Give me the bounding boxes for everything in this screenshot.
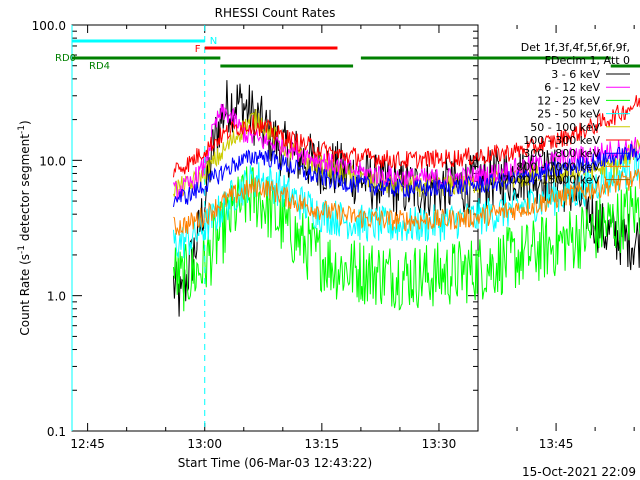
chart-title: RHESSI Count Rates <box>215 6 336 20</box>
legend-label: 12 - 25 keV <box>537 94 600 107</box>
legend-label: 100 - 300 keV <box>523 134 600 147</box>
rd0-label: RD0 <box>55 53 76 64</box>
y-tick-label: 0.1 <box>47 425 66 439</box>
legend-label: 25 - 50 keV <box>537 108 600 121</box>
series-line-5 <box>173 95 640 178</box>
rd4-label: RD4 <box>89 61 110 72</box>
series-line-2 <box>173 166 640 312</box>
x-tick-label: 13:15 <box>305 437 340 451</box>
y-tick-label: 1.0 <box>47 290 66 304</box>
legend-label: 800 - 7000 keV <box>516 160 600 173</box>
legend-label: 300 - 800 keV <box>523 147 600 160</box>
y-tick-label: 10.0 <box>39 154 66 168</box>
footer-timestamp: 15-Oct-2021 22:09 <box>522 465 636 479</box>
series-line-6 <box>173 143 640 207</box>
x-tick-label: 13:30 <box>422 437 457 451</box>
x-tick-label: 13:00 <box>187 437 222 451</box>
x-axis-label: Start Time (06-Mar-03 12:43:22) <box>178 456 372 470</box>
series-layer <box>173 80 640 317</box>
flare-label: F <box>195 44 201 55</box>
legend-label: 6 - 12 keV <box>544 81 600 94</box>
x-tick-label: 12:45 <box>70 437 105 451</box>
series-line-7 <box>173 168 640 236</box>
legend: Det 1f,3f,4f,5f,6f,9f, FDecim 1, Att 0 3… <box>502 41 630 187</box>
legend-label: 7000 - 15000 keV <box>502 174 600 187</box>
y-axis-label: Count Rate (s-1 detector segment-1) <box>17 120 32 335</box>
annotation-layer: NF RD0 RD4 <box>55 25 640 431</box>
x-tick-label: 13:45 <box>539 437 574 451</box>
legend-header-1: Det 1f,3f,4f,5f,6f,9f, <box>521 41 630 54</box>
attenuator-label: N <box>210 36 217 47</box>
axis-ticks: 12:4513:0013:1513:3013:4514:0014:150.11.… <box>32 19 635 451</box>
legend-label: 3 - 6 keV <box>551 68 600 81</box>
y-tick-label: 100.0 <box>32 19 66 33</box>
legend-label: 50 - 100 keV <box>530 121 600 134</box>
legend-header-2: FDecim 1, Att 0 <box>545 54 630 67</box>
series-line-1 <box>173 103 640 201</box>
